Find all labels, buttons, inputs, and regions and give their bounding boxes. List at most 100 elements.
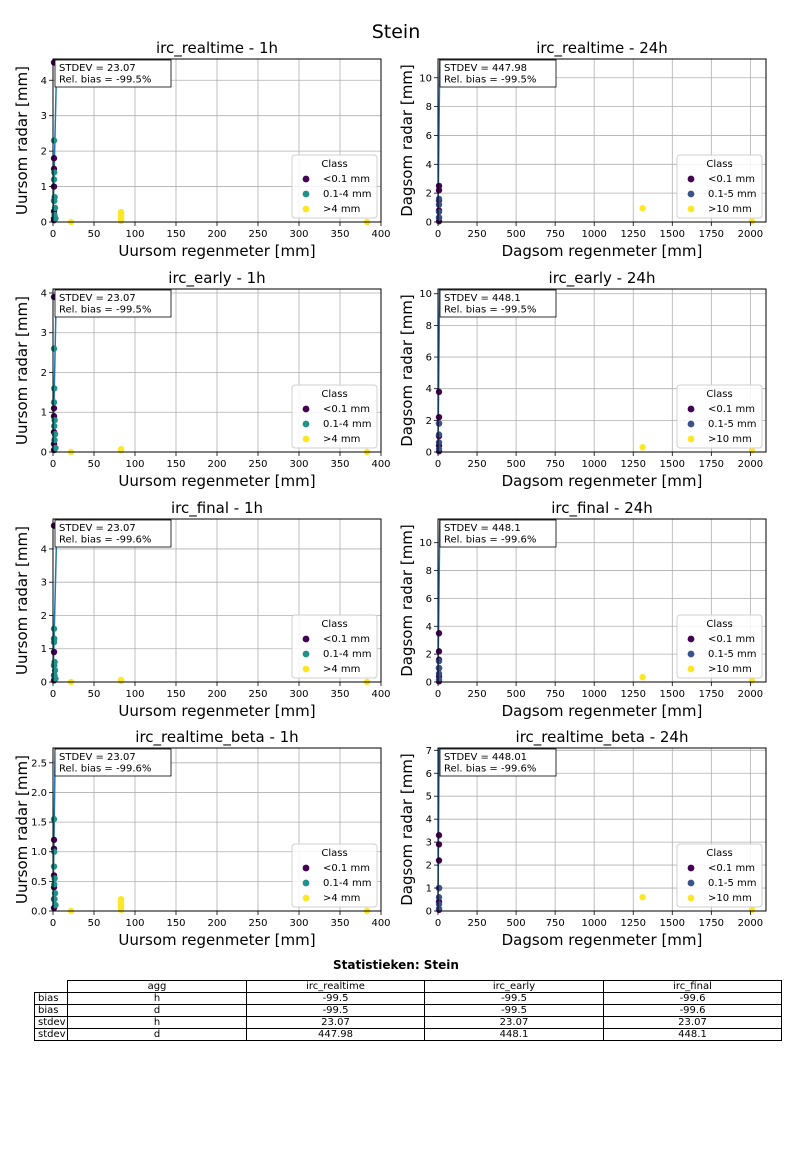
x-tick-label: 100 bbox=[125, 918, 144, 929]
plot-frame bbox=[437, 747, 767, 912]
y-tick-label: 1 bbox=[41, 182, 47, 193]
table-cell: -99.5 bbox=[424, 992, 604, 1005]
data-point bbox=[435, 884, 443, 892]
legend-entry: >10 mm bbox=[708, 664, 752, 675]
legend-entry: 0.1-4 mm bbox=[323, 649, 372, 660]
y-tick-label: 4 bbox=[41, 76, 47, 87]
table-corner bbox=[35, 981, 68, 993]
table-cell: 23.07 bbox=[246, 1016, 425, 1029]
legend-title: Class bbox=[706, 389, 732, 400]
legend-title: Class bbox=[321, 848, 347, 859]
data-point bbox=[435, 388, 443, 396]
legend-box bbox=[291, 843, 378, 908]
table-row: bias d -99.5 -99.5 -99.6 bbox=[34, 1004, 782, 1017]
legend-entry: <0.1 mm bbox=[323, 634, 370, 645]
y-tick-label: 0 bbox=[41, 678, 47, 689]
subplot: irc_early - 24h 0 250 500 750 1000 1250 1500 175… bbox=[398, 269, 767, 490]
legend-marker bbox=[302, 205, 310, 213]
subplot: irc_final - 1h 0 50 100 150 200 250 300 350 400 0 1… bbox=[13, 499, 391, 720]
x-tick-label: 1750 bbox=[699, 918, 724, 929]
y-tick-label: 2 bbox=[426, 650, 432, 661]
x-tick-label: 2000 bbox=[738, 229, 763, 240]
legend-marker bbox=[302, 420, 310, 428]
y-tick-label: 1 bbox=[41, 644, 47, 655]
y-axis-label: Dagsom radar [mm] bbox=[398, 64, 416, 217]
data-point bbox=[748, 218, 756, 225]
annotation-box bbox=[439, 289, 557, 318]
data-point bbox=[51, 385, 58, 392]
table-row-label: stdev bbox=[34, 1028, 68, 1041]
x-tick-label: 1250 bbox=[621, 459, 646, 470]
annotation-line: Rel. bias = -99.5% bbox=[444, 75, 536, 86]
y-axis-label: Uursom radar [mm] bbox=[13, 296, 31, 445]
annotation-box bbox=[54, 59, 172, 88]
data-point bbox=[117, 447, 125, 454]
annotation-line: STDEV = 23.07 bbox=[59, 63, 136, 74]
data-point bbox=[50, 638, 58, 646]
legend-entry: <0.1 mm bbox=[323, 174, 370, 185]
annotation-line: STDEV = 23.07 bbox=[59, 523, 136, 534]
data-point bbox=[435, 201, 443, 208]
table-col-header: agg bbox=[67, 980, 247, 993]
data-point bbox=[435, 676, 443, 683]
table-col-header: irc_early bbox=[424, 980, 604, 993]
y-tick-label: 10 bbox=[419, 538, 432, 549]
data-point bbox=[435, 630, 443, 637]
x-axis-label: Dagsom regenmeter [mm] bbox=[502, 702, 703, 720]
y-tick-label: 2.0 bbox=[31, 788, 47, 799]
subplot: irc_realtime - 1h0 50 100 150 200 250 300 350 40… bbox=[13, 39, 391, 260]
table-cell: 448.1 bbox=[424, 1028, 604, 1041]
y-tick-label: 4 bbox=[426, 815, 432, 826]
data-point bbox=[117, 217, 125, 225]
x-tick-label: 100 bbox=[125, 229, 144, 240]
legend-marker bbox=[687, 894, 695, 902]
y-tick-label: 2 bbox=[426, 861, 432, 872]
x-tick-label: 200 bbox=[207, 229, 226, 240]
data-point bbox=[435, 905, 443, 912]
x-tick-label: 250 bbox=[468, 459, 487, 470]
x-tick-label: 2000 bbox=[738, 918, 763, 929]
data-point bbox=[639, 894, 646, 901]
data-point bbox=[50, 625, 58, 632]
x-tick-label: 0 bbox=[435, 918, 441, 929]
y-tick-label: 0 bbox=[426, 218, 432, 229]
x-tick-label: 50 bbox=[88, 918, 101, 929]
y-tick-label: 4 bbox=[41, 544, 47, 555]
x-tick-label: 1500 bbox=[660, 918, 685, 929]
data-point bbox=[435, 857, 443, 864]
x-axis-label: Uursom regenmeter [mm] bbox=[118, 931, 315, 949]
y-tick-label: 10 bbox=[419, 73, 432, 84]
data-point bbox=[52, 444, 59, 452]
table-row-label: bias bbox=[34, 992, 68, 1005]
x-tick-label: 1000 bbox=[581, 918, 606, 929]
x-tick-label: 200 bbox=[207, 689, 226, 700]
x-tick-label: 250 bbox=[248, 689, 267, 700]
annotation-line: STDEV = 448.1 bbox=[444, 523, 521, 534]
data-point bbox=[435, 445, 443, 453]
x-tick-label: 1500 bbox=[660, 229, 685, 240]
subplot-title: irc_realtime - 24h bbox=[536, 39, 668, 58]
data-point bbox=[51, 881, 58, 888]
legend-box bbox=[291, 154, 378, 219]
data-point bbox=[51, 197, 58, 204]
x-tick-label: 500 bbox=[507, 918, 526, 929]
table-cell: 23.07 bbox=[424, 1016, 604, 1029]
x-tick-label: 2000 bbox=[738, 689, 763, 700]
legend: Class <0.1 mm 0.1-4 mm >4 mm bbox=[291, 154, 378, 219]
subplot-title: irc_final - 24h bbox=[551, 499, 653, 518]
data-point bbox=[435, 208, 443, 216]
y-tick-label: 6 bbox=[426, 131, 432, 142]
table-header-row: agg irc_realtime irc_early irc_final bbox=[35, 980, 782, 993]
x-tick-label: 750 bbox=[546, 918, 565, 929]
legend-marker bbox=[687, 190, 695, 198]
x-axis-label: Uursom regenmeter [mm] bbox=[118, 472, 315, 490]
x-tick-label: 400 bbox=[371, 229, 390, 240]
subplot: irc_realtime - 24h 0 250 500 750 1000 1250 1500… bbox=[398, 39, 767, 260]
data-point bbox=[435, 657, 443, 665]
legend-box bbox=[291, 614, 378, 679]
x-tick-label: 50 bbox=[88, 689, 101, 700]
x-axis-label: Uursom regenmeter [mm] bbox=[118, 242, 315, 260]
